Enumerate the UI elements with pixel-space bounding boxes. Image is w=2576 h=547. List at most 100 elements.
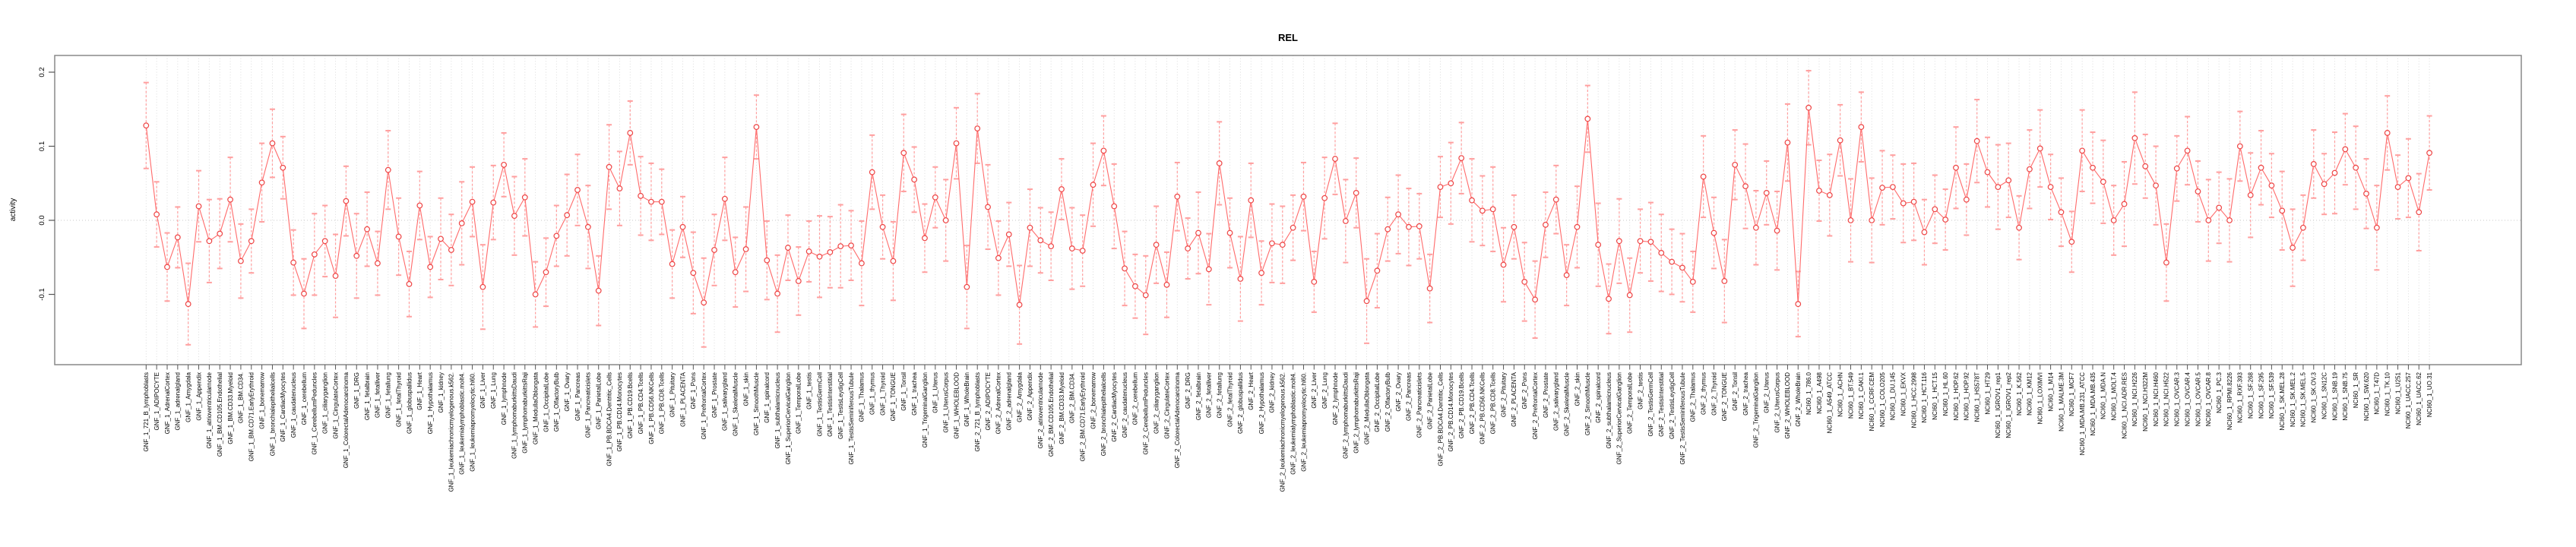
x-tick-label: GNF_2_cerebellum [1132, 372, 1139, 425]
x-tick-label: GNF_2_Thalamus [1690, 372, 1697, 422]
x-tick-label: NCI60_1_NCI.H322M [2142, 372, 2149, 432]
x-tick-label: NCI60_1_COLO205 [1879, 372, 1886, 427]
x-tick-label: NCI60_1_HOP.92 [1964, 372, 1970, 420]
data-point [764, 257, 771, 264]
x-tick-label: GNF_1_OlfactoryBulb [553, 372, 560, 432]
series-line-segment [629, 132, 641, 196]
series-line-segment [398, 236, 410, 284]
data-point [2173, 165, 2180, 172]
series-line-segment [2334, 149, 2346, 173]
data-point [711, 247, 717, 253]
series-line-segment [545, 236, 557, 273]
series-line-segment [798, 251, 810, 282]
data-point [2036, 145, 2043, 152]
x-tick-label: NCI60_1_UACC.62 [2416, 372, 2423, 425]
x-tick-label: NCI60_1_A498 [1816, 372, 1823, 413]
data-point [258, 179, 265, 186]
series-line-segment [1345, 192, 1357, 222]
x-tick-label: GNF_1_ParietalLobe [596, 372, 603, 429]
data-point [416, 202, 423, 209]
data-point [879, 223, 886, 230]
x-tick-label: GNF_2_fetallung [1216, 372, 1223, 418]
series-line-segment [451, 223, 463, 251]
x-tick-label: NCI60_1_SK.OV.3 [2311, 372, 2318, 422]
x-tick-label: GNF_1_Liver [479, 372, 486, 409]
series-line-segment [861, 172, 873, 264]
x-tick-label: GNF_2_MedullaOblongata [1363, 372, 1370, 444]
series-line-segment [535, 272, 546, 295]
series-line-segment [2166, 168, 2178, 263]
series-line-segment [482, 202, 494, 287]
series-line-segment [2018, 169, 2030, 228]
series-line-segment [966, 128, 978, 287]
series-line-segment [1261, 243, 1273, 274]
data-point [1900, 200, 1907, 207]
x-tick-label: GNF_1_WholeBrain [964, 372, 970, 427]
x-tick-label: GNF_2_globuspallidus [1237, 372, 1244, 434]
x-tick-label: NCI60_1_U251 [2394, 372, 2401, 414]
x-tick-label: GNF_1_lymphomaburkittsDaudi [511, 372, 518, 459]
series-line-segment [619, 132, 631, 189]
data-point [890, 258, 897, 264]
x-tick-label: GNF_2_TrigeminalGanglion [1753, 372, 1760, 447]
x-tick-label: GNF_2_TestisSeminiferousTubule [1679, 372, 1686, 464]
series-line-segment [419, 205, 431, 267]
data-point [911, 176, 918, 183]
data-point [1890, 184, 1896, 191]
series-line-segment [503, 164, 515, 217]
x-tick-label: GNF_2_fetalThyroid [1226, 372, 1233, 427]
series-line-segment [1166, 196, 1178, 285]
x-tick-label: GNF_2_fetalliver [1206, 372, 1213, 418]
x-tick-label: GNF_2_UterusCorpus [1774, 372, 1780, 433]
data-point [985, 204, 991, 210]
series-line-segment [1103, 150, 1115, 207]
series-line-segment [1334, 158, 1347, 222]
x-tick-label: NCI60_1_HCT.116 [1921, 372, 1928, 422]
series-line-segment [692, 273, 704, 303]
series-line-segment [356, 229, 368, 257]
data-point [217, 230, 223, 237]
x-tick-label: GNF_1_lymphomaburkittsRaji [522, 372, 529, 454]
series-line-segment [429, 239, 441, 267]
series-line-segment [2060, 212, 2072, 242]
series-line-segment [566, 189, 578, 216]
data-point [2121, 201, 2128, 207]
data-point [1595, 242, 1602, 248]
series-line-segment [461, 201, 473, 224]
data-point [1248, 197, 1255, 204]
data-point [1332, 156, 1338, 162]
data-point [1932, 206, 1938, 213]
series-line-segment [188, 206, 200, 305]
x-tick-label: GNF_2_WHOLEBLOOD [1784, 372, 1791, 439]
x-tick-label: NCI60_1_HCT.15 [1932, 372, 1938, 419]
x-tick-label: GNF_2_PB.CD14.Monocytes [1448, 372, 1454, 452]
series-line-segment [198, 206, 210, 242]
data-point [774, 290, 781, 297]
x-tick-label: NCI60_1_RPMI.8226 [2226, 372, 2233, 430]
data-point [2005, 177, 2012, 184]
data-point [2258, 164, 2264, 171]
data-point [1489, 206, 1496, 213]
data-point [690, 270, 697, 277]
series-line-segment [145, 125, 157, 215]
data-point [1763, 190, 1770, 196]
series-line-segment [1892, 186, 1904, 204]
series-line-segment [1460, 157, 1473, 201]
data-point [1626, 292, 1633, 299]
x-tick-label: GNF_1_CingulateCortex [332, 372, 339, 439]
series-line-segment [1808, 107, 1820, 191]
data-point [1689, 279, 1696, 285]
x-tick-label: GNF_1_PB.CD56.NKCells [648, 372, 655, 444]
x-tick-label: NCI60_1_T47D [2374, 372, 2381, 415]
data-point [280, 164, 286, 171]
x-tick-label: GNF_1_MedullaOblongata [532, 372, 539, 444]
data-point [290, 259, 297, 266]
x-tick-label: GNF_2_BM.CD105.Endothelial [1048, 372, 1055, 457]
data-point [1963, 196, 1970, 203]
x-tick-label: NCI60_1_HT29 [1984, 372, 1991, 414]
data-point [385, 166, 391, 173]
x-tick-label: GNF_2_lymphomaburkittsRaji [1353, 372, 1360, 454]
x-tick-label: GNF_2_subthalamicnucleus [1606, 372, 1612, 449]
series-line-segment [2187, 150, 2198, 192]
series-line-segment [787, 247, 799, 282]
